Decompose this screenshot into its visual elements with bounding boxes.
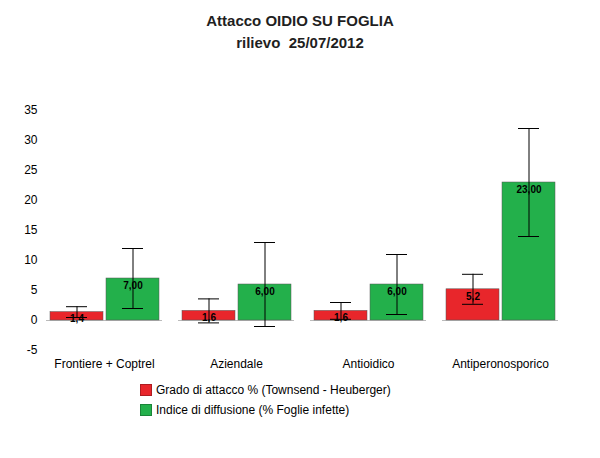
svg-text:1,6: 1,6: [334, 312, 348, 323]
svg-text:Aziendale: Aziendale: [210, 357, 263, 371]
svg-text:25: 25: [24, 163, 38, 177]
svg-text:Frontiere + Coptrel: Frontiere + Coptrel: [54, 357, 154, 371]
svg-text:Antioidico: Antioidico: [342, 357, 394, 371]
svg-text:20: 20: [24, 193, 38, 207]
svg-text:-5: -5: [27, 343, 38, 357]
svg-text:5,2: 5,2: [466, 291, 480, 302]
svg-text:1,4: 1,4: [70, 313, 84, 324]
svg-text:0: 0: [31, 313, 38, 327]
svg-text:7,00: 7,00: [123, 280, 143, 291]
html-text:rilievo 25/07/2012: rilievo 25/07/2012: [236, 34, 364, 51]
svg-text:15: 15: [24, 223, 38, 237]
html-text:Grado di attacco % (Townsend -: Grado di attacco % (Townsend - Heuberger…: [156, 383, 391, 397]
svg-text:1,6: 1,6: [202, 312, 216, 323]
svg-text:6,00: 6,00: [255, 286, 275, 297]
svg-text:6,00: 6,00: [387, 286, 407, 297]
html-text:Indice di diffusione (% Foglie: Indice di diffusione (% Foglie infette): [156, 403, 350, 417]
svg-text:5: 5: [31, 283, 38, 297]
svg-text:30: 30: [24, 133, 38, 147]
svg-text:Antiperonosporico: Antiperonosporico: [452, 357, 549, 371]
svg-text:10: 10: [24, 253, 38, 267]
svg-text:23,00: 23,00: [516, 184, 541, 195]
html-text:Attacco OIDIO SU FOGLIA: Attacco OIDIO SU FOGLIA: [206, 12, 394, 29]
svg-text:35: 35: [24, 103, 38, 117]
